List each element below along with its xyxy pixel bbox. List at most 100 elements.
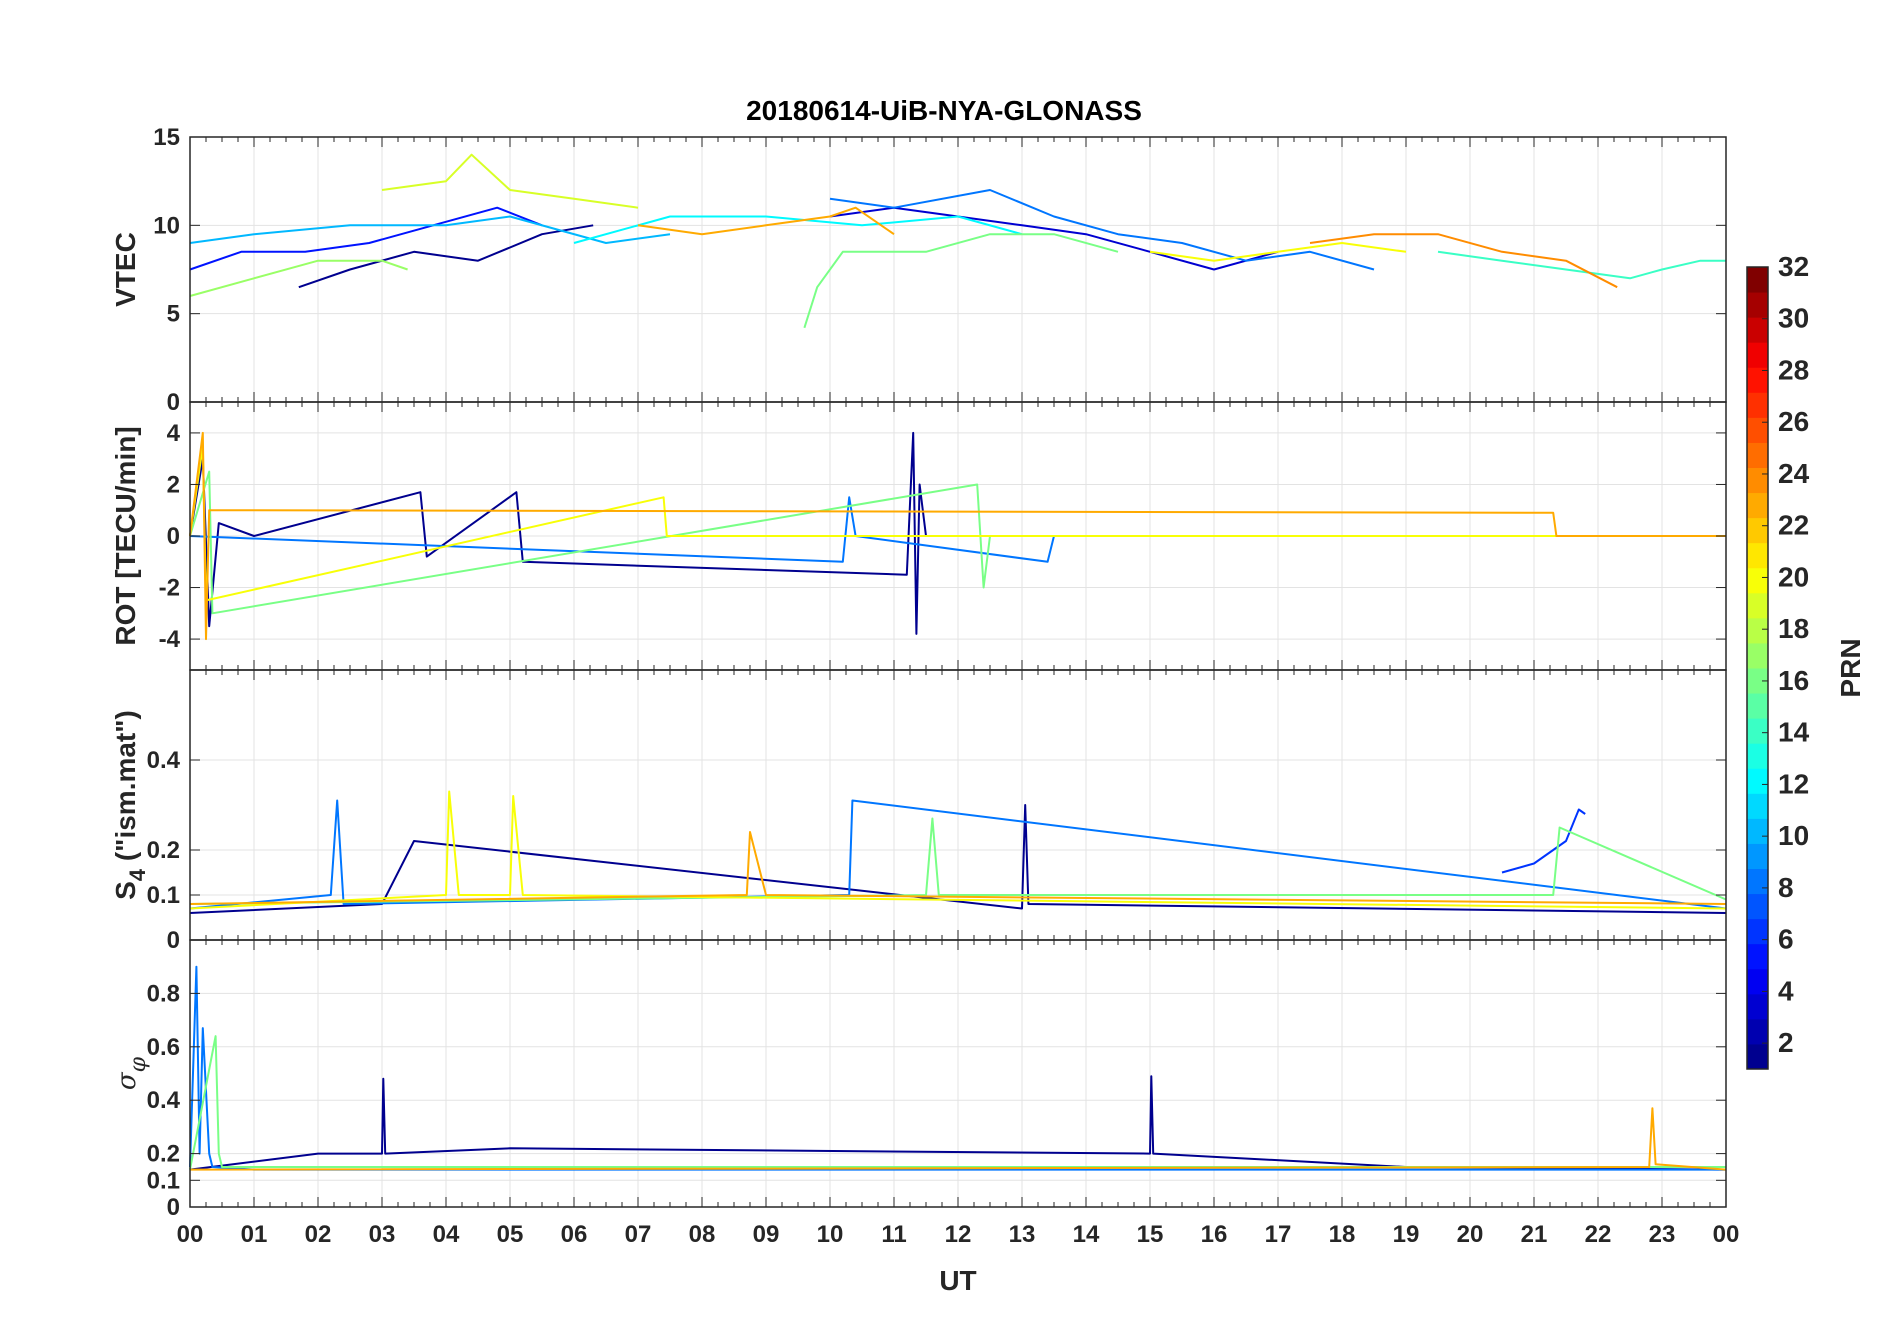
panel-sigma_phi-y-axis-label-sub: φ: [126, 1056, 151, 1072]
colorbar-segment: [1747, 1018, 1768, 1045]
colorbar-tick-label: 32: [1778, 251, 1809, 282]
colorbar-tick-label: 20: [1778, 561, 1809, 592]
panel-vtec-y-tick-label: 5: [167, 301, 180, 328]
panel-rot-y-tick-label: 4: [167, 420, 181, 447]
x-axis-label: UT: [939, 1265, 976, 1296]
colorbar-segment: [1747, 768, 1768, 794]
colorbar-segment: [1747, 843, 1768, 869]
panel-s4-y-axis-label-sub: 4: [125, 868, 150, 881]
panel-vtec-series-prn-16: [803, 233, 1119, 329]
colorbar-label: PRN: [1835, 638, 1866, 697]
colorbar-segment: [1747, 968, 1768, 995]
panel-vtec-series-prn-20: [1149, 242, 1407, 262]
colorbar-tick-label: 6: [1778, 924, 1794, 955]
colorbar-segment: [1747, 417, 1768, 443]
panel-vtec-series-prn-8: [829, 189, 1375, 271]
x-tick-label: 02: [305, 1221, 332, 1248]
panel-sigma_phi-series-prn-23: [189, 1107, 1727, 1171]
panel-sigma_phi: 00.10.2 0.4 0.6 0.8 σφ 00 01 02 03 04 05 06 07 08 09 10…: [112, 939, 1740, 1248]
panel-vtec-series-prn-1: [298, 224, 594, 289]
x-tick-label: 10: [817, 1221, 844, 1248]
x-tick-label: 09: [753, 1221, 780, 1248]
panel-s4-series-prn-23: [189, 831, 1727, 905]
panel-rot-y-tick-label: -4: [159, 626, 181, 653]
x-tick-label: 03: [369, 1221, 396, 1248]
panel-sigma_phi-series-prn-1: [189, 1075, 1727, 1171]
x-tick-label: 00: [1713, 1221, 1740, 1248]
chart-title: 20180614-UiB-NYA-GLONASS: [746, 95, 1142, 126]
colorbar-segment: [1747, 492, 1768, 519]
panel-sigma_phi-y-axis-label-main: σ: [112, 1071, 142, 1090]
colorbar-segment: [1747, 292, 1768, 318]
panel-vtec-series-prn-17: [189, 259, 408, 297]
colorbar-segment: [1747, 668, 1768, 694]
panel-sigma_phi-y-tick-label: 0: [167, 1194, 180, 1221]
panel-vtec-series-prn-3: [829, 206, 1279, 271]
colorbar-segment: [1747, 442, 1768, 468]
colorbar-tick-label: 16: [1778, 665, 1809, 696]
colorbar-segment: [1747, 793, 1768, 819]
panel-sigma_phi-y-axis-label: σφ: [112, 1056, 151, 1090]
x-tick-label: 00: [177, 1221, 204, 1248]
panel-s4-series-prn-16: [189, 817, 1727, 905]
panel-vtec: 0 5 10 15 VTEC: [110, 124, 1727, 416]
colorbar-tick-label: 26: [1778, 406, 1809, 437]
colorbar-tick-label: 8: [1778, 872, 1794, 903]
colorbar-segment: [1747, 993, 1768, 1020]
panel-sigma_phi-y-tick-label: 0.6: [147, 1034, 180, 1061]
colorbar-tick-label: 4: [1778, 975, 1794, 1006]
panel-rot-y-tick-label: 0: [167, 523, 180, 550]
panel-s4-y-tick-label: 0: [167, 927, 180, 954]
panel-sigma_phi-y-tick-label: 0.1: [147, 1167, 180, 1194]
panel-rot-y-tick-label: -2: [159, 575, 180, 602]
x-tick-label: 01: [241, 1221, 268, 1248]
x-tick-label: 14: [1073, 1221, 1100, 1248]
x-tick-label: 06: [561, 1221, 588, 1248]
colorbar-segment: [1747, 743, 1768, 769]
colorbar-segment: [1747, 542, 1768, 569]
colorbar-segment: [1747, 617, 1768, 644]
colorbar-segment: [1747, 267, 1768, 293]
x-tick-label: 19: [1393, 1221, 1420, 1248]
panel-s4-series-prn-8: [189, 799, 1727, 910]
colorbar-tick-label: 24: [1778, 458, 1810, 489]
colorbar-segment: [1747, 918, 1768, 945]
panel-s4-y-axis-label: S4 ("ism.mat"): [110, 710, 150, 900]
panel-s4-y-axis-label-rest: ("ism.mat"): [110, 710, 141, 869]
x-tick-label: 17: [1265, 1221, 1292, 1248]
x-tick-label: 21: [1521, 1221, 1548, 1248]
panel-vtec-y-tick-label: 10: [153, 212, 180, 239]
panel-s4-y-tick-label: 0.4: [147, 747, 181, 774]
panel-sigma_phi-y-tick-label: 0.2: [147, 1141, 180, 1168]
panel-rot-y-tick-label: 2: [167, 471, 180, 498]
panel-vtec-y-tick-label: 15: [153, 124, 180, 151]
x-tick-label: 07: [625, 1221, 652, 1248]
panel-vtec-y-tick-label: 0: [167, 389, 180, 416]
colorbar-tick-label: 14: [1778, 717, 1810, 748]
colorbar-segment: [1747, 567, 1768, 594]
panel-s4-series-prn-6: [1501, 808, 1586, 874]
colorbar-segment: [1747, 943, 1768, 970]
x-tick-label: 16: [1201, 1221, 1228, 1248]
panel-vtec-series-prn-14: [1437, 250, 1726, 280]
panel-sigma_phi-series-prn-16: [189, 1035, 1726, 1170]
colorbar-segment: [1747, 467, 1768, 494]
colorbar-box: [1746, 266, 1769, 1070]
panel-rot: -4 -2 0 2 4 ROT [TECU/min]: [110, 401, 1727, 671]
x-tick-label: 15: [1137, 1221, 1164, 1248]
colorbar-tick-label: 28: [1778, 354, 1809, 385]
colorbar-tick-label: 10: [1778, 820, 1809, 851]
panel-rot-series-prn-1: [189, 431, 1726, 635]
panel-sigma_phi-y-tick-label: 0.8: [147, 980, 180, 1007]
colorbar-tick-label: 30: [1778, 303, 1809, 334]
colorbar-segment: [1747, 392, 1768, 418]
panel-rot-y-axis-label: ROT [TECU/min]: [110, 426, 141, 645]
x-tick-label: 18: [1329, 1221, 1356, 1248]
colorbar-segment: [1747, 868, 1768, 895]
panel-s4-series-prn-20: [189, 790, 1727, 910]
panel-vtec-series-prn-24: [1309, 233, 1618, 289]
colorbar-segment: [1747, 342, 1768, 368]
x-tick-label: 04: [433, 1221, 460, 1248]
panel-s4-y-tick-label: 0.1: [147, 882, 180, 909]
